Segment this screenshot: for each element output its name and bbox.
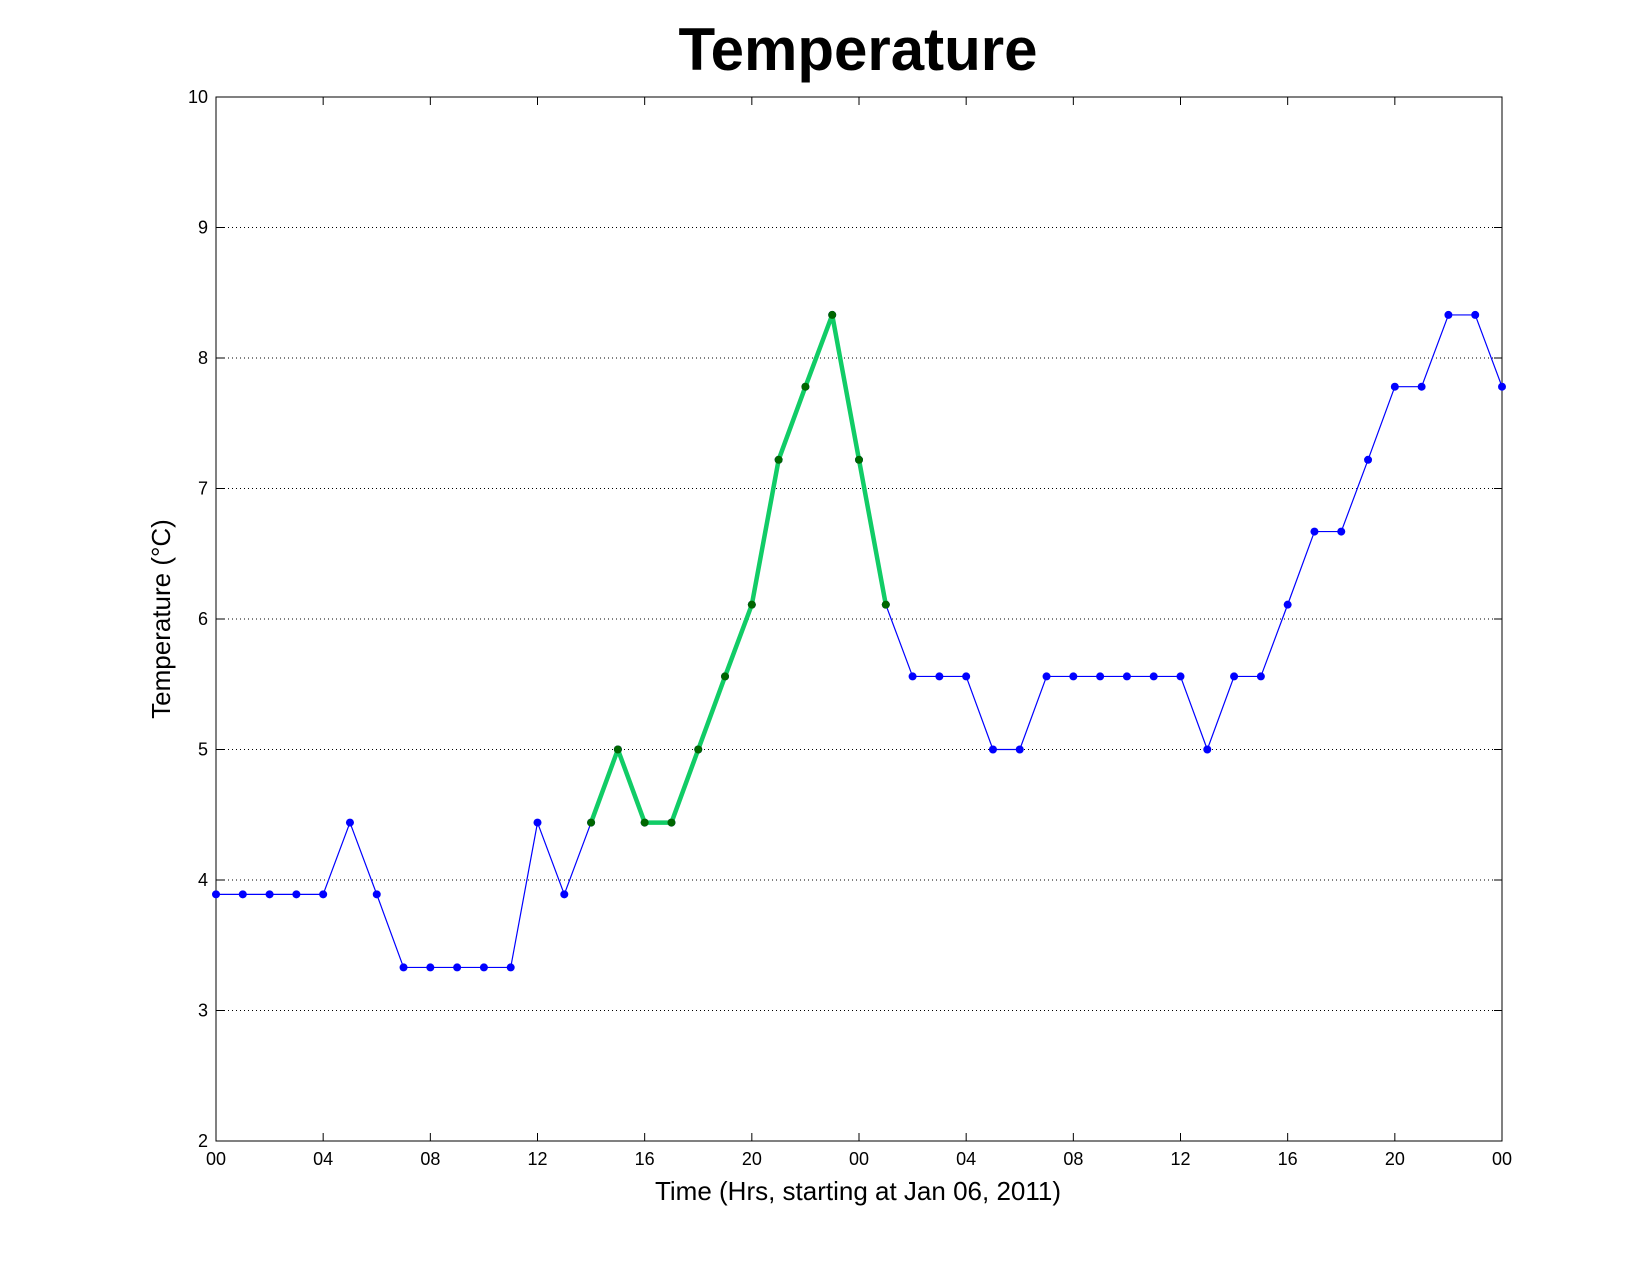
data-point: [587, 818, 596, 827]
data-point: [1176, 672, 1185, 681]
series-line: [216, 314, 1503, 969]
x-tick-label: 04: [313, 1149, 333, 1169]
data-point: [1310, 527, 1319, 536]
data-point: [560, 890, 569, 899]
gridlines: [216, 227, 1502, 1011]
x-tick-label: 16: [635, 1149, 655, 1169]
axis-ticks: 2 3 4 5 6 7 8 9 10 00 04 08 12 16 20 00 04 08 12 16 20 00: [188, 87, 1512, 1169]
data-point: [1283, 600, 1292, 609]
data-point: [265, 890, 274, 899]
data-point: [613, 745, 622, 754]
data-point: [479, 963, 488, 972]
data-point: [747, 600, 756, 609]
data-point: [774, 455, 783, 464]
data-point: [1069, 672, 1078, 681]
data-point: [399, 963, 408, 972]
data-point: [319, 890, 328, 899]
data-point: [292, 890, 301, 899]
data-point: [1203, 745, 1212, 754]
data-point: [962, 672, 971, 681]
data-point: [453, 963, 462, 972]
x-tick-label: 08: [1063, 1149, 1083, 1169]
data-point: [1122, 672, 1131, 681]
data-point: [667, 818, 676, 827]
data-point: [828, 310, 837, 319]
data-point: [1390, 382, 1399, 391]
data-point: [1498, 382, 1506, 391]
data-point: [1471, 310, 1480, 319]
x-tick-label: 20: [742, 1149, 762, 1169]
x-tick-label: 20: [1385, 1149, 1405, 1169]
data-point: [1364, 455, 1373, 464]
data-point: [1417, 382, 1426, 391]
y-tick-label: 3: [198, 1001, 208, 1021]
data-point: [640, 818, 649, 827]
x-tick-label: 00: [849, 1149, 869, 1169]
data-point: [345, 818, 354, 827]
y-tick-label: 2: [198, 1131, 208, 1151]
data-point: [935, 672, 944, 681]
x-tick-label: 00: [206, 1149, 226, 1169]
x-tick-label: 04: [956, 1149, 976, 1169]
data-point: [506, 963, 515, 972]
data-point: [212, 890, 220, 899]
data-point: [881, 600, 890, 609]
data-point: [1015, 745, 1024, 754]
x-tick-label: 12: [1170, 1149, 1190, 1169]
series-line: [588, 312, 889, 825]
y-tick-label: 8: [198, 348, 208, 368]
data-point: [1096, 672, 1105, 681]
data-point: [1256, 672, 1265, 681]
x-tick-label: 12: [527, 1149, 547, 1169]
series-0: [212, 310, 1506, 972]
y-tick-label: 6: [198, 609, 208, 629]
data-point: [721, 672, 730, 681]
x-tick-label: 00: [1492, 1149, 1512, 1169]
data-point: [908, 672, 917, 681]
x-tick-label: 08: [420, 1149, 440, 1169]
data-point: [238, 890, 247, 899]
x-axis-label: Time (Hrs, starting at Jan 06, 2011): [655, 1176, 1061, 1206]
y-tick-label: 4: [198, 870, 208, 890]
series-layer: [212, 310, 1506, 972]
y-tick-label: 10: [188, 87, 208, 107]
y-tick-label: 9: [198, 218, 208, 238]
data-point: [1042, 672, 1051, 681]
series-1: [587, 310, 890, 827]
chart-title: Temperature: [678, 16, 1037, 83]
data-point: [988, 745, 997, 754]
data-point: [694, 745, 703, 754]
data-point: [1337, 527, 1346, 536]
data-point: [533, 818, 542, 827]
y-axis-label: Temperature (°C): [146, 519, 176, 719]
data-point: [372, 890, 381, 899]
data-point: [1230, 672, 1239, 681]
y-tick-label: 5: [198, 740, 208, 760]
data-point: [855, 455, 863, 464]
y-tick-label: 7: [198, 479, 208, 499]
data-point: [1444, 310, 1453, 319]
data-point: [1149, 672, 1158, 681]
data-point: [801, 382, 810, 391]
data-point: [426, 963, 435, 972]
x-tick-label: 16: [1278, 1149, 1298, 1169]
